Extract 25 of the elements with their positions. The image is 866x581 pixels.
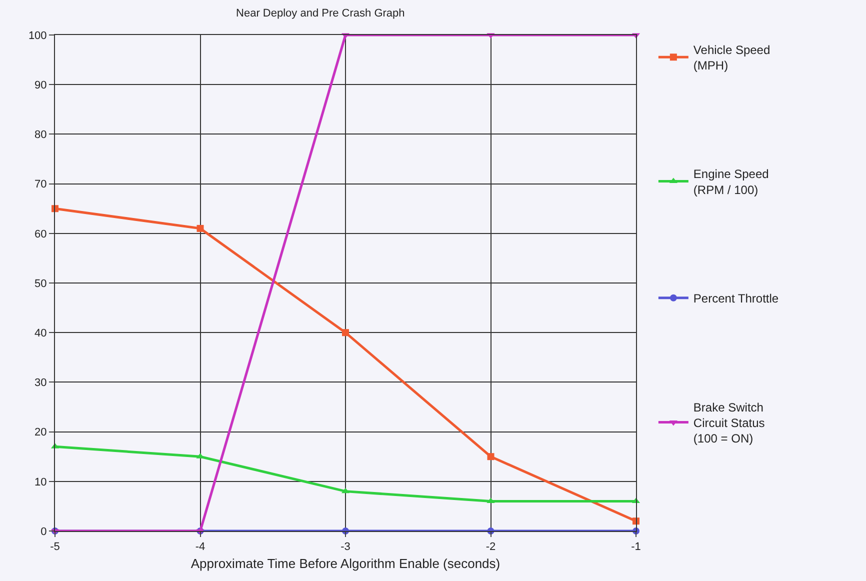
- legend-label: Engine Speed (RPM / 100): [693, 167, 769, 197]
- legend-label: Vehicle Speed (MPH): [693, 42, 770, 73]
- point: [487, 453, 494, 460]
- y-tick-label: 80: [34, 129, 47, 142]
- y-tick-label: 10: [34, 476, 47, 488]
- chart-title: Near Deploy and Pre Crash Graph: [236, 7, 405, 20]
- y-tick-label: 100: [28, 30, 47, 42]
- x-tick-label: -5: [50, 541, 60, 554]
- point: [342, 329, 349, 336]
- x-axis-title: Approximate Time Before Algorithm Enable (seconds): [190, 556, 500, 571]
- y-tick-label: 20: [34, 426, 47, 439]
- y-tick-label: 70: [34, 178, 47, 191]
- legend-label: Percent Throttle: [693, 292, 779, 306]
- y-tick-label: 0: [40, 526, 47, 538]
- y-tick-label: 60: [34, 228, 47, 240]
- point: [196, 224, 204, 232]
- x-tick-label: -4: [195, 541, 206, 554]
- x-tick-label: -1: [631, 541, 641, 554]
- legend-label: Brake Switch Circuit Status (100 = ON): [693, 400, 765, 446]
- y-tick-label: 90: [34, 79, 47, 92]
- y-tick-label: 50: [34, 278, 47, 290]
- y-tick-label: 40: [34, 327, 47, 340]
- y-tick-label: 30: [34, 377, 47, 390]
- x-tick-label: -3: [340, 541, 350, 554]
- x-tick-label: -2: [486, 541, 496, 554]
